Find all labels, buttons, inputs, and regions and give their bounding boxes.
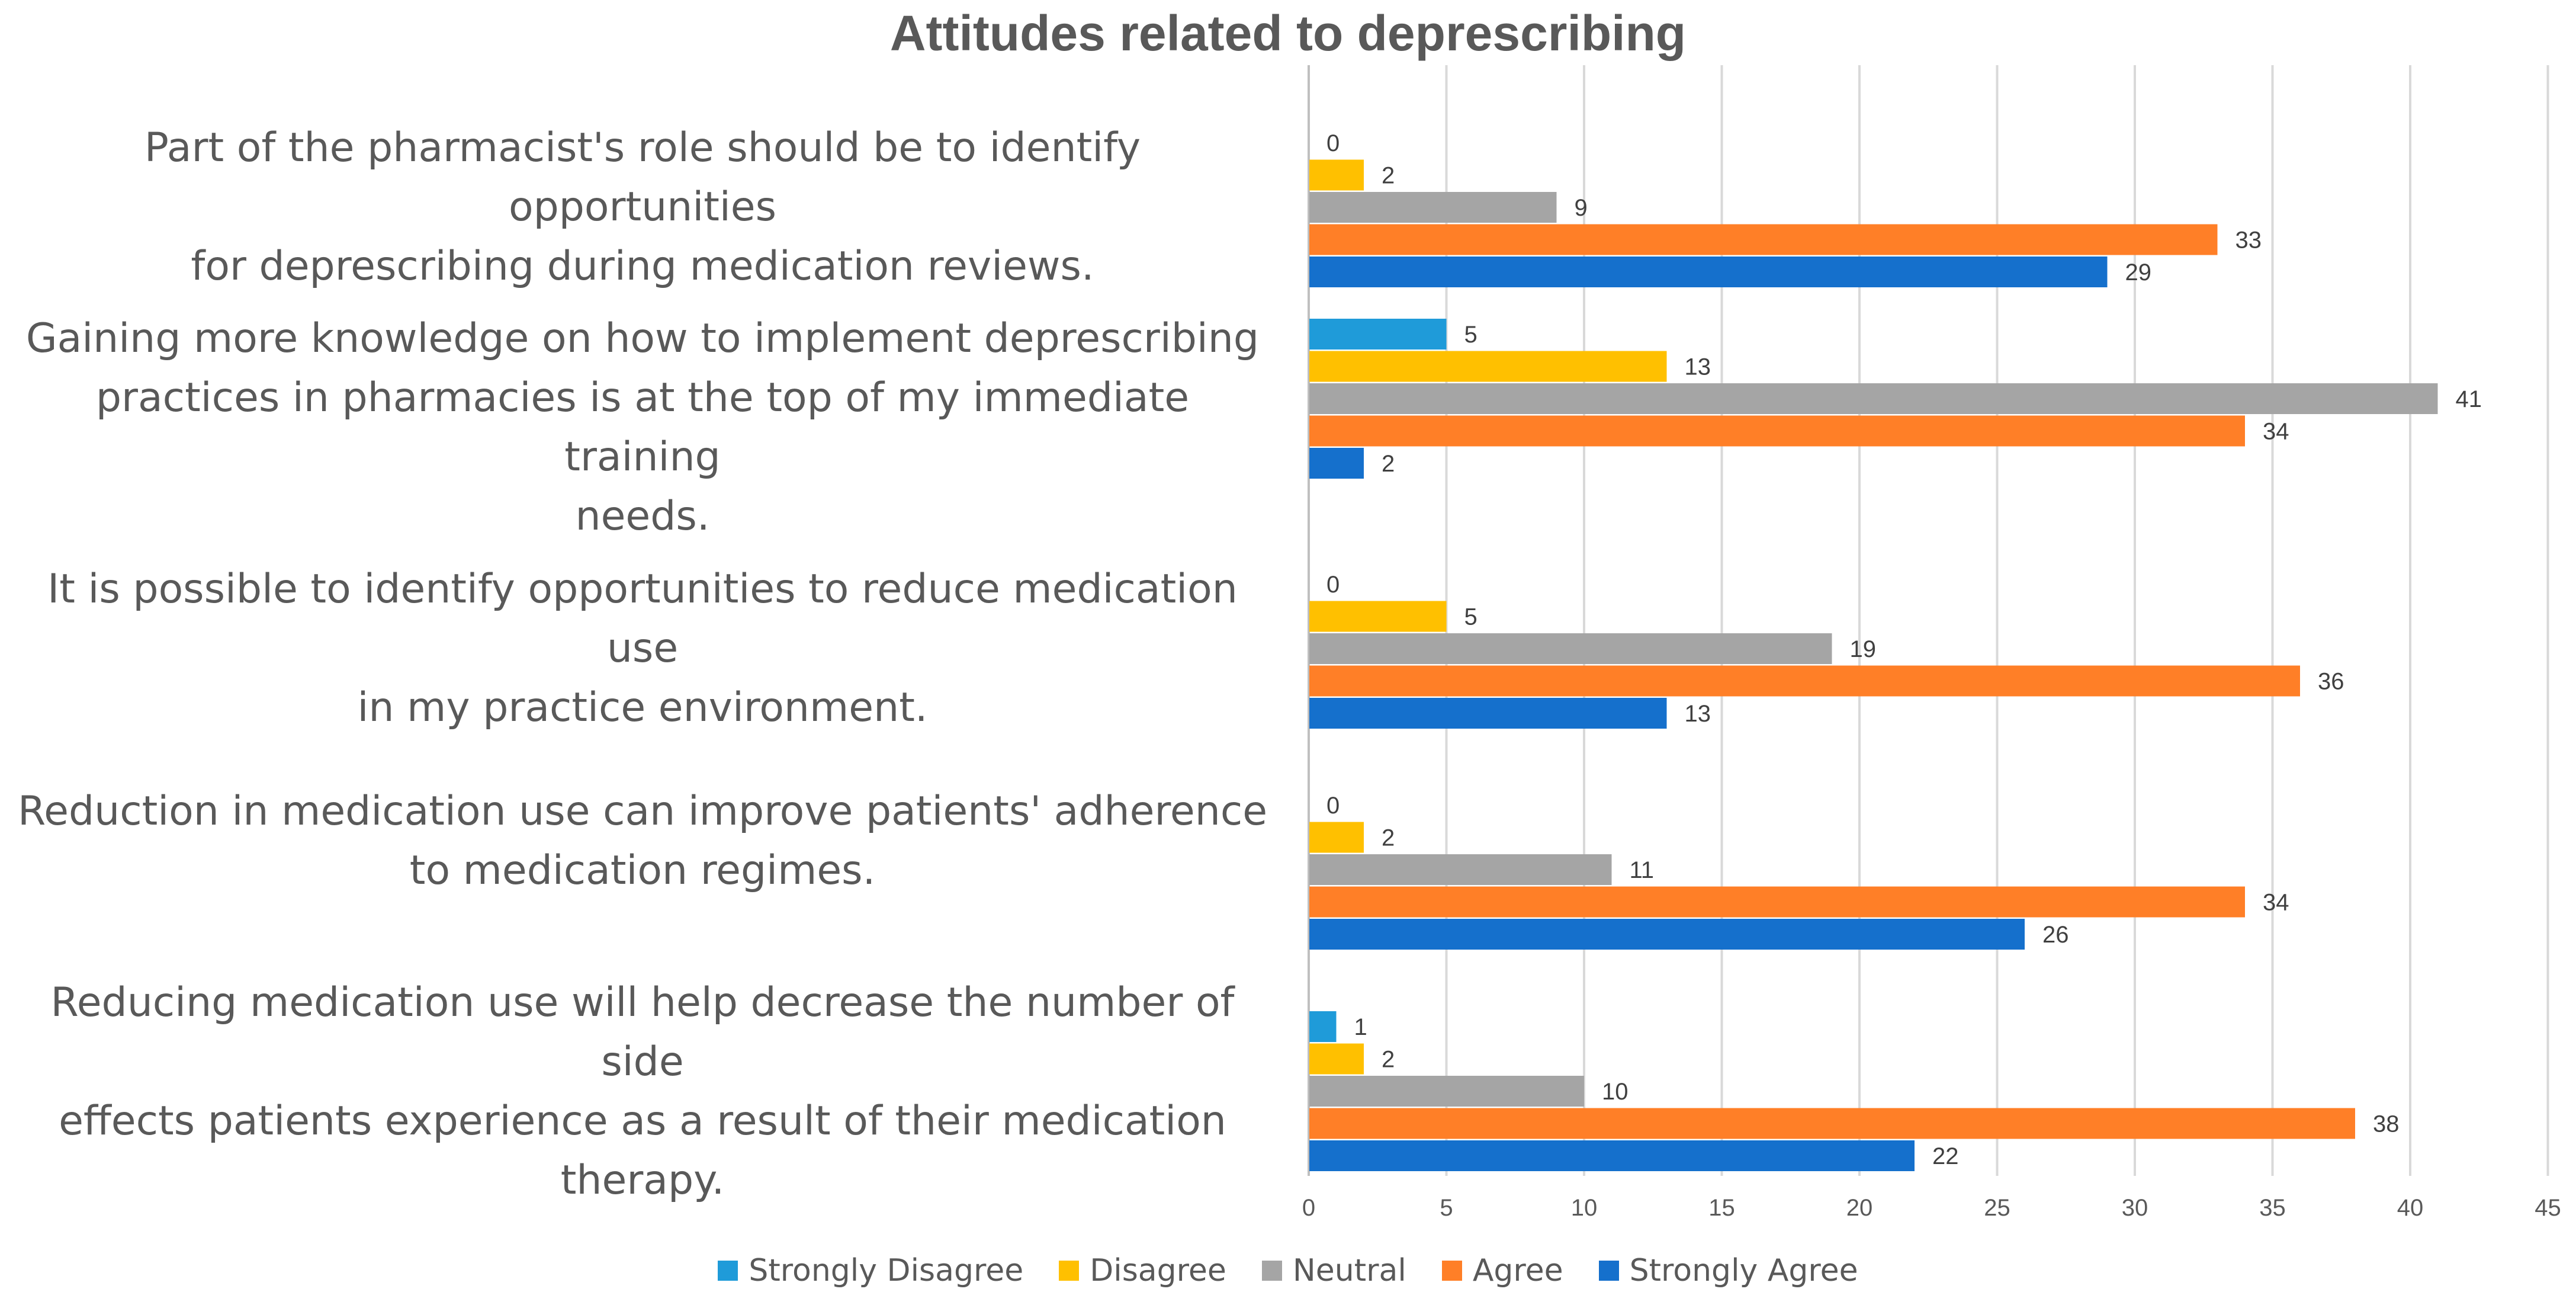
- legend-swatch: [718, 1261, 738, 1281]
- data-label: 19: [1850, 636, 1877, 662]
- x-tick-label: 0: [1302, 1195, 1315, 1221]
- x-tick-label: 30: [2122, 1195, 2148, 1221]
- x-tick-label: 45: [2535, 1195, 2561, 1221]
- data-label: 1: [1354, 1014, 1367, 1040]
- data-label: 33: [2235, 227, 2262, 254]
- bar-disagree: [1309, 1043, 1364, 1075]
- x-tick-label: 25: [1984, 1195, 2010, 1221]
- bar-disagree: [1309, 822, 1364, 853]
- bar-strongly-agree: [1309, 698, 1667, 729]
- category-label-line: practices in pharmacies is at the top of…: [95, 374, 1190, 480]
- bar-strongly-agree: [1309, 919, 2025, 950]
- data-label: 11: [1630, 857, 1655, 883]
- category-label: Part of the pharmacist's role should be …: [12, 118, 1273, 296]
- data-label: 9: [1575, 195, 1588, 221]
- data-label: 22: [1932, 1143, 1959, 1169]
- bar-agree: [1309, 1108, 2355, 1139]
- data-label: 36: [2318, 669, 2344, 695]
- legend-item-strongly-agree: Strongly Agree: [1598, 1253, 1858, 1288]
- legend-item-neutral: Neutral: [1261, 1253, 1406, 1288]
- legend-swatch: [1059, 1261, 1080, 1281]
- category-label: Reduction in medication use can improve …: [12, 782, 1273, 900]
- legend-item-agree: Agree: [1441, 1253, 1563, 1288]
- data-label: 34: [2263, 890, 2289, 916]
- legend-label: Strongly Agree: [1629, 1253, 1858, 1288]
- category-label-line: Gaining more knowledge on how to impleme…: [25, 315, 1260, 362]
- legend-label: Strongly Disagree: [749, 1253, 1024, 1288]
- data-label: 0: [1326, 130, 1340, 156]
- data-label: 0: [1326, 572, 1340, 598]
- bar-disagree: [1309, 351, 1667, 382]
- bar-neutral: [1309, 854, 1612, 885]
- legend-item-disagree: Disagree: [1059, 1253, 1226, 1288]
- category-label: Reducing medication use will help decrea…: [12, 973, 1273, 1210]
- x-tick-label: 15: [1708, 1195, 1735, 1221]
- data-label: 26: [2042, 922, 2069, 948]
- bar-agree: [1309, 415, 2245, 447]
- legend-swatch: [1441, 1261, 1462, 1281]
- legend-label: Agree: [1472, 1253, 1563, 1288]
- data-label: 0: [1326, 793, 1340, 819]
- legend-item-strongly-disagree: Strongly Disagree: [718, 1253, 1023, 1288]
- legend-label: Neutral: [1292, 1253, 1406, 1288]
- category-label-line: therapy.: [560, 1157, 725, 1204]
- data-label: 2: [1382, 163, 1395, 189]
- data-label: 13: [1685, 354, 1711, 380]
- data-label: 13: [1685, 701, 1711, 727]
- data-label: 38: [2373, 1111, 2400, 1137]
- bar-disagree: [1309, 601, 1447, 632]
- data-label: 5: [1464, 604, 1477, 630]
- bar-neutral: [1309, 383, 2438, 414]
- x-tick-label: 20: [1846, 1195, 1873, 1221]
- legend-swatch: [1261, 1261, 1282, 1281]
- category-label-line: effects patients experience as a result …: [59, 1098, 1226, 1144]
- category-label-line: to medication regimes.: [409, 847, 876, 894]
- x-tick-label: 35: [2259, 1195, 2286, 1221]
- category-label-line: Part of the pharmacist's role should be …: [144, 124, 1141, 230]
- bar-strongly-disagree: [1309, 1011, 1337, 1042]
- bar-agree: [1309, 665, 2300, 697]
- x-tick-label: 40: [2397, 1195, 2424, 1221]
- category-label-line: for deprescribing during medication revi…: [191, 243, 1094, 290]
- legend-label: Disagree: [1090, 1253, 1226, 1288]
- bar-neutral: [1309, 192, 1557, 223]
- x-tick-label: 10: [1571, 1195, 1598, 1221]
- data-label: 41: [2456, 386, 2482, 412]
- data-label: 2: [1382, 1047, 1395, 1073]
- bar-agree: [1309, 224, 2218, 255]
- data-label: 29: [2125, 259, 2152, 286]
- bar-neutral: [1309, 633, 1832, 664]
- x-tick-label: 5: [1440, 1195, 1453, 1221]
- data-label: 10: [1602, 1079, 1629, 1105]
- category-label: It is possible to identify opportunities…: [12, 560, 1273, 738]
- category-label-line: Reducing medication use will help decrea…: [50, 979, 1235, 1085]
- category-label-line: It is possible to identify opportunities…: [47, 566, 1238, 672]
- bar-neutral: [1309, 1076, 1584, 1107]
- bar-strongly-agree: [1309, 448, 1364, 479]
- category-label-line: Reduction in medication use can improve …: [17, 788, 1268, 835]
- bar-strongly-disagree: [1309, 319, 1447, 350]
- bar-strongly-agree: [1309, 257, 2108, 287]
- data-label: 5: [1464, 322, 1477, 348]
- bar-strongly-agree: [1309, 1140, 1915, 1171]
- data-label: 2: [1382, 825, 1395, 851]
- data-label: 2: [1382, 451, 1395, 477]
- category-label: Gaining more knowledge on how to impleme…: [12, 309, 1273, 546]
- legend-swatch: [1598, 1261, 1619, 1281]
- legend: Strongly Disagree Disagree Neutral Agree Str…: [0, 1253, 2576, 1288]
- category-label-line: needs.: [575, 493, 710, 540]
- bar-agree: [1309, 886, 2245, 918]
- bar-disagree: [1309, 159, 1364, 191]
- category-label-line: in my practice environment.: [357, 684, 928, 731]
- chart-title: Attitudes related to deprescribing: [889, 5, 1687, 61]
- data-label: 34: [2263, 419, 2289, 445]
